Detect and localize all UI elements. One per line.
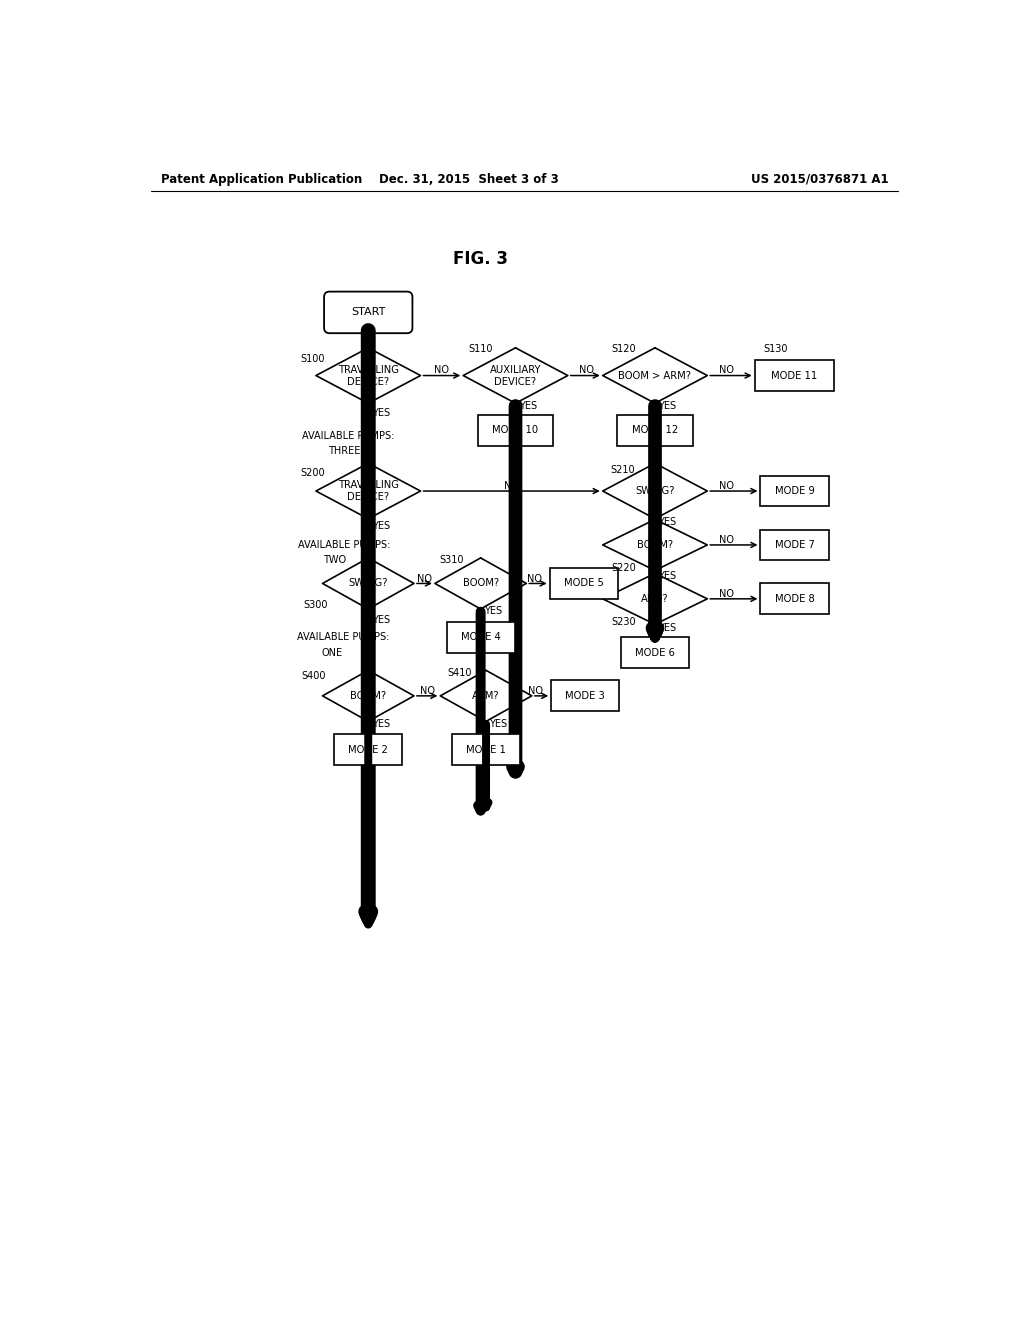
Text: YES: YES [658, 517, 677, 527]
FancyBboxPatch shape [334, 734, 402, 766]
Text: TRAVELLING: TRAVELLING [338, 364, 398, 375]
Text: AVAILABLE PUMPS:: AVAILABLE PUMPS: [302, 430, 394, 441]
FancyBboxPatch shape [324, 292, 413, 333]
Text: MODE 12: MODE 12 [632, 425, 678, 436]
Text: ARM?: ARM? [472, 690, 500, 701]
Text: SWING?: SWING? [348, 578, 388, 589]
Text: YES: YES [372, 408, 390, 417]
Text: AVAILABLE PUMPS:: AVAILABLE PUMPS: [297, 632, 389, 643]
Text: DEVICE?: DEVICE? [495, 376, 537, 387]
FancyBboxPatch shape [621, 638, 689, 668]
Text: MODE 11: MODE 11 [771, 371, 817, 380]
Text: NO: NO [719, 536, 734, 545]
Text: SWING?: SWING? [635, 486, 675, 496]
FancyBboxPatch shape [617, 414, 693, 446]
Text: YES: YES [484, 606, 502, 616]
Text: MODE 8: MODE 8 [774, 594, 814, 603]
Text: NO: NO [434, 366, 450, 375]
FancyBboxPatch shape [477, 414, 554, 446]
Text: BOOM?: BOOM? [463, 578, 499, 589]
FancyBboxPatch shape [452, 734, 520, 766]
Text: YES: YES [372, 615, 390, 626]
Text: ARM?: ARM? [641, 594, 669, 603]
Text: YES: YES [658, 401, 677, 412]
Text: DEVICE?: DEVICE? [347, 376, 389, 387]
Text: Patent Application Publication: Patent Application Publication [161, 173, 361, 186]
Text: NO: NO [417, 574, 431, 583]
Text: THREE: THREE [328, 446, 360, 455]
Text: MODE 10: MODE 10 [493, 425, 539, 436]
Text: TWO: TWO [324, 556, 346, 565]
Text: AUXILIARY: AUXILIARY [489, 364, 542, 375]
Text: YES: YES [519, 401, 537, 412]
Text: NO: NO [528, 686, 543, 696]
Text: S110: S110 [468, 345, 493, 354]
Text: NO: NO [526, 574, 542, 583]
Text: MODE 5: MODE 5 [564, 578, 603, 589]
Text: NO: NO [420, 686, 434, 696]
Text: MODE 9: MODE 9 [774, 486, 814, 496]
Text: NO: NO [719, 480, 734, 491]
Text: S410: S410 [447, 668, 472, 677]
Text: NO: NO [504, 480, 519, 491]
Text: TRAVELLING: TRAVELLING [338, 480, 398, 490]
Text: S210: S210 [610, 465, 635, 475]
Text: BOOM?: BOOM? [637, 540, 673, 550]
Text: ONE: ONE [322, 648, 343, 657]
Text: MODE 7: MODE 7 [774, 540, 814, 550]
Text: Dec. 31, 2015  Sheet 3 of 3: Dec. 31, 2015 Sheet 3 of 3 [379, 173, 559, 186]
Text: S230: S230 [611, 616, 636, 627]
Text: YES: YES [372, 718, 390, 729]
Text: S120: S120 [611, 345, 636, 354]
Text: MODE 3: MODE 3 [565, 690, 605, 701]
FancyBboxPatch shape [446, 622, 515, 653]
FancyBboxPatch shape [551, 681, 620, 711]
Text: S130: S130 [763, 345, 787, 354]
Text: YES: YES [372, 521, 390, 532]
FancyBboxPatch shape [761, 529, 828, 561]
FancyBboxPatch shape [755, 360, 835, 391]
Text: MODE 6: MODE 6 [635, 648, 675, 657]
Text: S220: S220 [611, 564, 636, 573]
Text: DEVICE?: DEVICE? [347, 492, 389, 502]
Text: FIG. 3: FIG. 3 [454, 249, 508, 268]
Text: S100: S100 [300, 354, 325, 363]
Text: YES: YES [658, 623, 677, 634]
Text: MODE 2: MODE 2 [348, 744, 388, 755]
FancyBboxPatch shape [761, 475, 828, 507]
Text: BOOM?: BOOM? [350, 690, 386, 701]
Text: BOOM > ARM?: BOOM > ARM? [618, 371, 691, 380]
FancyBboxPatch shape [550, 568, 617, 599]
Text: S200: S200 [300, 467, 325, 478]
Text: US 2015/0376871 A1: US 2015/0376871 A1 [752, 173, 889, 186]
Text: MODE 1: MODE 1 [466, 744, 506, 755]
Text: START: START [351, 308, 385, 317]
Text: YES: YES [658, 570, 677, 581]
Text: NO: NO [719, 589, 734, 599]
Text: NO: NO [719, 366, 734, 375]
FancyBboxPatch shape [761, 583, 828, 614]
Text: MODE 4: MODE 4 [461, 632, 501, 643]
Text: S310: S310 [439, 556, 464, 565]
Text: S300: S300 [303, 601, 328, 610]
Text: YES: YES [489, 718, 508, 729]
Text: S400: S400 [302, 671, 327, 681]
Text: AVAILABLE PUMPS:: AVAILABLE PUMPS: [299, 540, 391, 550]
Text: NO: NO [580, 366, 594, 375]
